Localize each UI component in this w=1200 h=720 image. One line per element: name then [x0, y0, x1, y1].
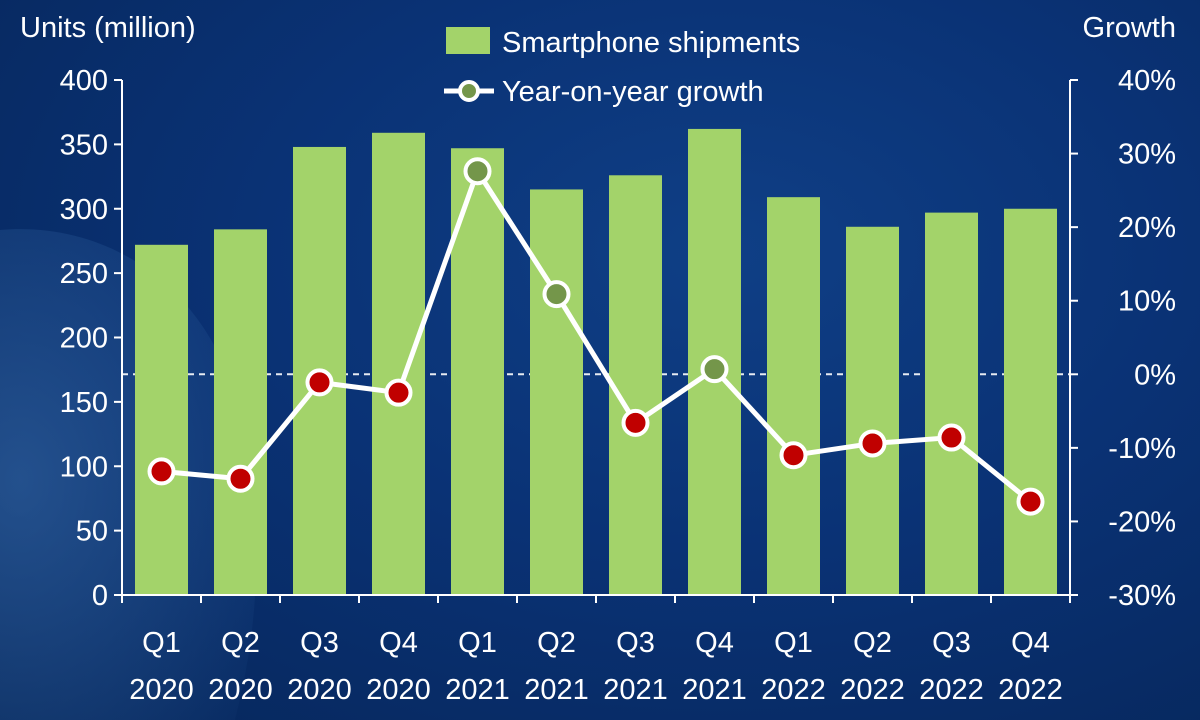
x-axis-quarter-label: Q3: [300, 627, 339, 659]
left-axis-tick-label: 350: [60, 129, 108, 161]
background-arc-decoration: [0, 229, 257, 720]
bar-shipments: [135, 244, 188, 596]
right-axis-tick-label: 20%: [1118, 212, 1176, 244]
x-axis-year-label: 2021: [445, 674, 510, 706]
x-axis-quarter-label: Q2: [537, 627, 576, 659]
x-axis-quarter-label: Q1: [774, 627, 813, 659]
x-axis-year-label: 2020: [366, 674, 431, 706]
right-axis-tick-label: 0%: [1134, 359, 1176, 391]
x-axis-quarter-label: Q4: [379, 627, 418, 659]
right-axis-tick-label: 30%: [1118, 139, 1176, 171]
legend-label-shipments: Smartphone shipments: [502, 27, 800, 59]
bar-shipments: [609, 175, 662, 595]
bar-shipments: [1004, 208, 1057, 595]
x-axis-year-label: 2022: [761, 674, 826, 706]
left-axis-tick-label: 300: [60, 194, 108, 226]
x-axis-year-label: 2020: [287, 674, 352, 706]
left-axis-tick-label: 150: [60, 387, 108, 419]
growth-marker: [463, 157, 492, 186]
right-axis-tick-label: -10%: [1108, 433, 1176, 465]
bar-shipments: [372, 132, 425, 595]
growth-marker: [700, 355, 729, 384]
right-axis-tick-label: 40%: [1118, 65, 1176, 97]
growth-marker: [779, 441, 808, 470]
growth-marker: [147, 457, 176, 486]
x-axis-quarter-label: Q1: [458, 627, 497, 659]
left-axis-title: Units (million): [20, 12, 196, 44]
left-axis-tick-label: 0: [92, 580, 108, 612]
x-axis-quarter-label: Q3: [616, 627, 655, 659]
x-axis-year-label: 2022: [998, 674, 1063, 706]
right-axis-tick-label: -20%: [1108, 506, 1176, 538]
growth-line: [161, 168, 1033, 504]
left-axis-tick-label: 50: [76, 516, 108, 548]
legend: Smartphone shipments Year-on-year growth: [444, 27, 800, 108]
x-axis-year-label: 2020: [208, 674, 273, 706]
x-axis-quarter-label: Q4: [695, 627, 734, 659]
legend-label-growth: Year-on-year growth: [502, 76, 764, 108]
growth-marker: [542, 280, 571, 309]
bar-shipments: [846, 226, 899, 595]
right-axis-tick-label: 10%: [1118, 286, 1176, 318]
growth-marker: [858, 429, 887, 458]
growth-marker: [305, 368, 334, 397]
x-axis-year-label: 2020: [129, 674, 194, 706]
growth-marker: [226, 464, 255, 493]
bar-shipments: [925, 212, 978, 596]
growth-marker: [621, 408, 650, 437]
x-axis-quarter-label: Q2: [221, 627, 260, 659]
x-axis-year-label: 2021: [524, 674, 589, 706]
legend-swatch-shipments: [446, 27, 490, 54]
bar-shipments: [451, 148, 504, 596]
x-axis-quarter-label: Q2: [853, 627, 892, 659]
legend-marker-growth: [458, 80, 480, 102]
x-axis-quarter-label: Q3: [932, 627, 971, 659]
right-axis-tick-label: -30%: [1108, 580, 1176, 612]
left-axis-tick-label: 250: [60, 258, 108, 290]
right-axis-title: Growth: [1083, 12, 1176, 44]
left-axis-tick-label: 200: [60, 323, 108, 355]
growth-marker: [937, 423, 966, 452]
growth-marker: [1016, 487, 1045, 516]
x-axis-year-label: 2022: [840, 674, 905, 706]
x-axis-year-label: 2022: [919, 674, 984, 706]
left-axis-tick-label: 400: [60, 65, 108, 97]
x-axis-quarter-label: Q1: [142, 627, 181, 659]
x-axis-quarter-label: Q4: [1011, 627, 1050, 659]
bar-shipments: [530, 189, 583, 595]
x-axis-year-label: 2021: [603, 674, 668, 706]
left-axis-tick-label: 100: [60, 451, 108, 483]
x-axis-year-label: 2021: [682, 674, 747, 706]
bar-shipments: [767, 197, 820, 595]
bar-shipments: [214, 229, 267, 595]
growth-marker: [384, 378, 413, 407]
